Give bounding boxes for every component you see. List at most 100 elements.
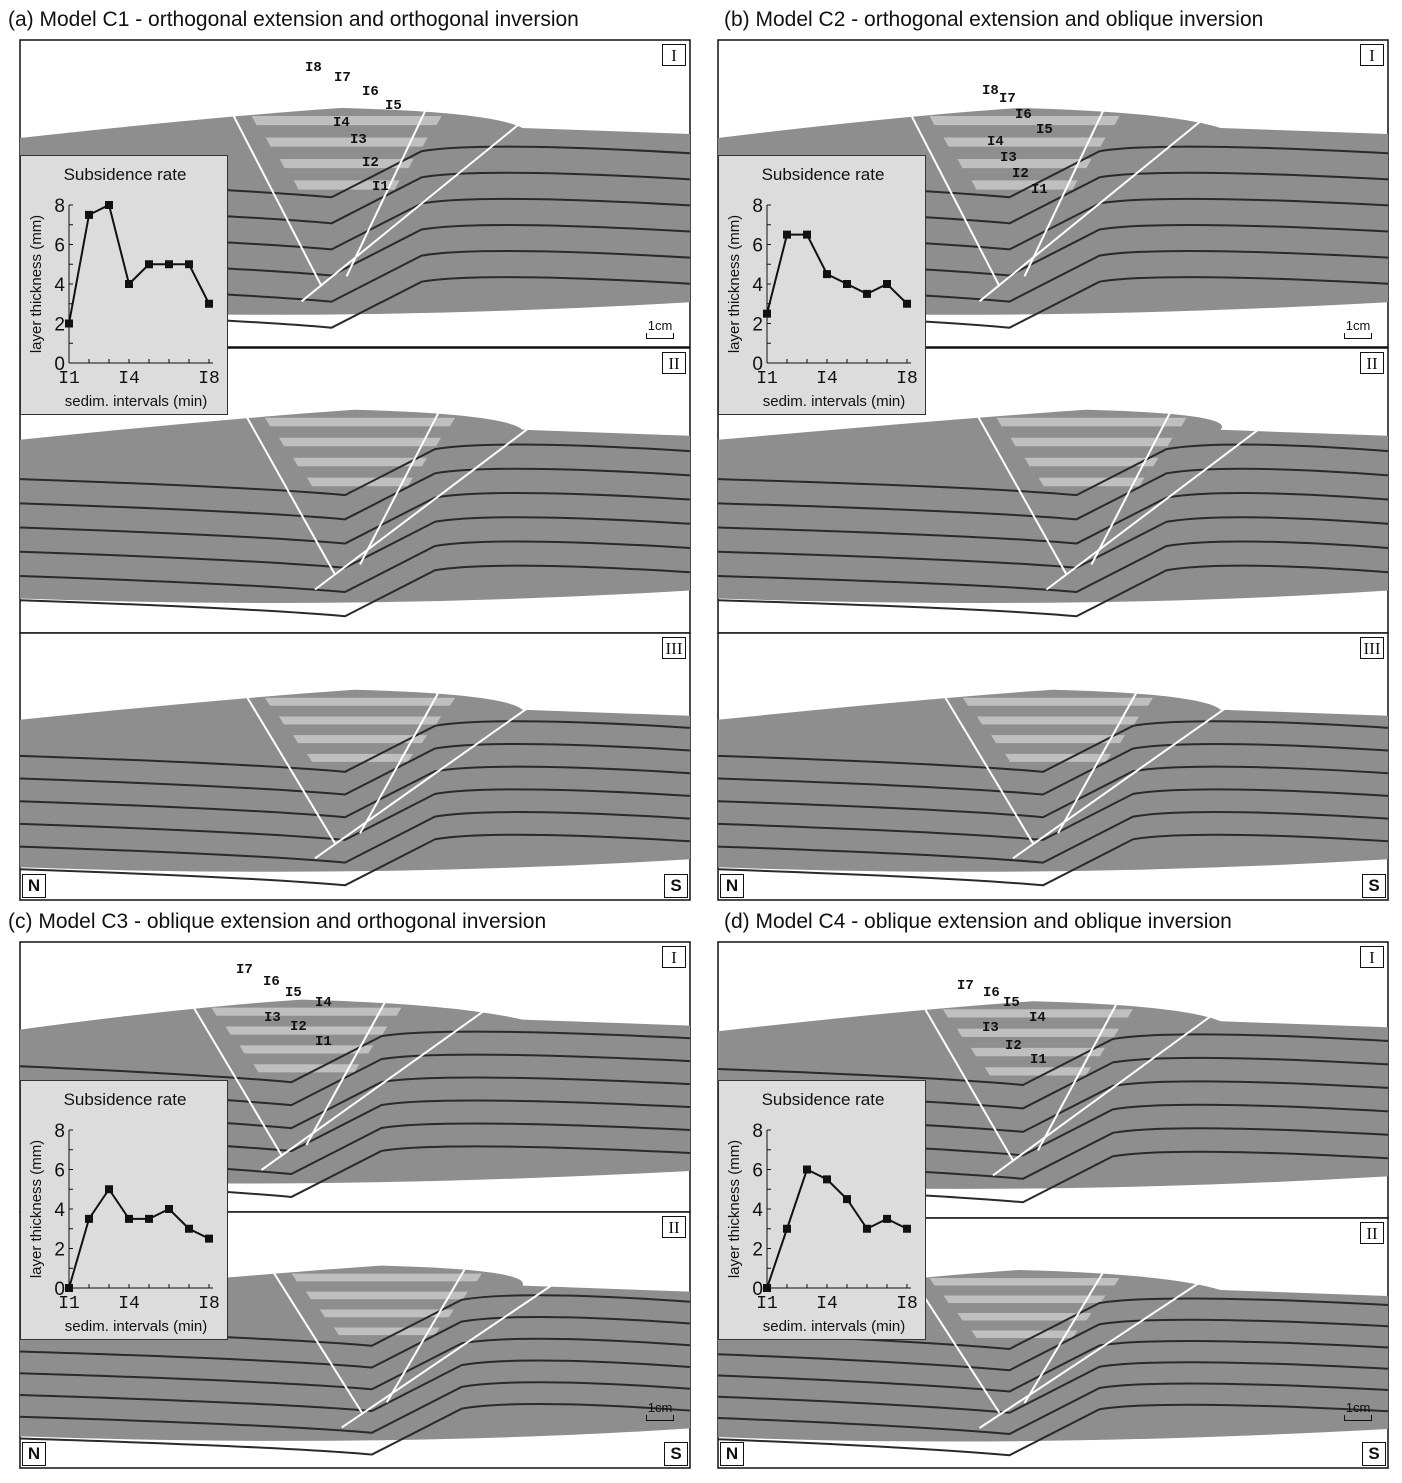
syn-rift-band — [957, 1313, 1092, 1321]
syn-rift-band — [265, 417, 455, 427]
syn-rift-band — [1005, 753, 1111, 762]
y-tick-label: 4 — [54, 275, 65, 296]
syn-rift-band — [1024, 457, 1159, 467]
y-tick-label: 4 — [752, 1200, 763, 1221]
panel-a-title: (a) Model C1 - orthogonal extension and … — [8, 8, 579, 31]
panel-c-title: (c) Model C3 - oblique extension and ort… — [8, 910, 547, 933]
scale-bar: 1cm — [640, 1400, 680, 1421]
data-point-I6 — [165, 1205, 173, 1213]
data-point-I5 — [843, 280, 851, 288]
data-point-I4 — [125, 1214, 133, 1223]
syn-rift-band — [929, 1278, 1120, 1286]
syn-rift-band — [279, 437, 441, 447]
y-tick-label: 0 — [752, 1279, 763, 1300]
interval-label: I7 — [957, 978, 974, 994]
layer-line — [19, 833, 691, 887]
section-label: I — [1360, 946, 1384, 968]
layer-line — [717, 1033, 1389, 1086]
syn-rift-band — [996, 417, 1187, 427]
interval-label: I4 — [333, 115, 350, 131]
y-tick-label: 2 — [752, 315, 763, 336]
x-tick-label: I8 — [198, 1294, 220, 1314]
layer-line — [19, 540, 691, 594]
y-tick-label: 6 — [54, 236, 65, 257]
interval-label: I1 — [315, 1034, 332, 1050]
y-tick-label: 8 — [752, 196, 763, 217]
data-point-I7 — [883, 280, 891, 288]
chart-title: Subsidence rate — [762, 1090, 885, 1109]
chart-svg: Subsidence rate 0 2 4 6 8 I1 I4 I8 sedim. interva… — [726, 165, 918, 410]
data-point-I4 — [823, 1175, 831, 1184]
interval-label: I1 — [1031, 182, 1048, 198]
layer-line — [19, 1337, 691, 1391]
x-tick-label: I1 — [756, 1294, 778, 1314]
layer-line — [19, 1403, 691, 1456]
syn-rift-band — [225, 1026, 388, 1035]
layer-line — [717, 720, 1389, 773]
layer-line — [19, 765, 691, 819]
subsidence-rate-chart-d: Subsidence rate 0 2 4 6 8 I1 I4 I8 sedim. interva… — [718, 1080, 926, 1340]
thrust-fault-line — [314, 694, 546, 860]
data-point-I1 — [763, 1284, 771, 1292]
syn-rift-band — [1010, 437, 1173, 447]
normal-fault-line — [1037, 1000, 1119, 1151]
syn-rift-band — [956, 1028, 1119, 1037]
scale-bar-line — [646, 333, 674, 339]
thrust-fault-line — [978, 1275, 1211, 1429]
scale-bar: 1cm — [1338, 318, 1378, 339]
normal-fault-line — [385, 1265, 468, 1403]
y-tick-label: 8 — [752, 1121, 763, 1142]
interval-label: I5 — [1003, 995, 1020, 1011]
data-point-I1 — [763, 309, 771, 318]
layer-line — [19, 1030, 691, 1084]
scale-bar-line — [1344, 1415, 1372, 1421]
layer-line — [717, 833, 1389, 887]
x-tick-label: I8 — [896, 1294, 918, 1314]
subsidence-rate-chart-c: Subsidence rate 0 2 4 6 8 I1 I4 I8 sedim. interva… — [20, 1080, 228, 1340]
scale-bar-line — [1344, 333, 1372, 339]
panel-b-title: (b) Model C2 - orthogonal extension and … — [724, 8, 1264, 31]
syn-rift-band — [253, 1064, 360, 1073]
section-label: III — [662, 637, 686, 659]
y-tick-label: 8 — [54, 1121, 65, 1142]
syn-rift-band — [293, 180, 400, 190]
y-tick-label: 2 — [752, 1240, 763, 1261]
chart-title: Subsidence rate — [64, 1090, 187, 1109]
syn-rift-band — [265, 137, 428, 147]
y-tick-label: 2 — [54, 315, 65, 336]
data-point-I8 — [205, 1234, 213, 1243]
interval-label: I2 — [1012, 166, 1029, 182]
section-label: II — [662, 352, 686, 374]
normal-fault-line — [190, 1003, 283, 1156]
y-axis-label: layer thickness (mm) — [726, 215, 743, 353]
data-point-I4 — [125, 280, 133, 288]
layer-line — [19, 564, 691, 618]
layer-line — [717, 788, 1389, 841]
layer-line — [19, 1359, 691, 1413]
data-point-I8 — [205, 299, 213, 308]
chart-title: Subsidence rate — [64, 165, 187, 184]
interval-label: I8 — [982, 83, 999, 99]
normal-fault-line — [345, 107, 428, 277]
sand-body — [718, 689, 1388, 872]
data-point-I3 — [105, 1185, 113, 1194]
interval-label: I4 — [1029, 1010, 1046, 1026]
y-axis-label: layer thickness (mm) — [28, 1140, 45, 1278]
layer-line — [19, 1315, 691, 1369]
data-point-I1 — [65, 1284, 73, 1292]
syn-rift-band — [971, 1330, 1078, 1338]
interval-label: I3 — [264, 1010, 281, 1026]
layer-line — [19, 492, 691, 545]
syn-rift-band — [963, 697, 1153, 706]
x-tick-label: I4 — [816, 369, 838, 389]
south-label: S — [1362, 1442, 1386, 1466]
normal-fault-line — [230, 111, 323, 287]
north-label: N — [720, 1442, 744, 1466]
interval-label: I6 — [1015, 107, 1032, 123]
data-point-I7 — [185, 260, 193, 269]
layer-line — [717, 1382, 1389, 1436]
syn-rift-band — [291, 1273, 482, 1282]
normal-fault-line — [244, 693, 336, 844]
y-tick-label: 6 — [752, 236, 763, 257]
thrust-fault-line — [314, 415, 546, 591]
